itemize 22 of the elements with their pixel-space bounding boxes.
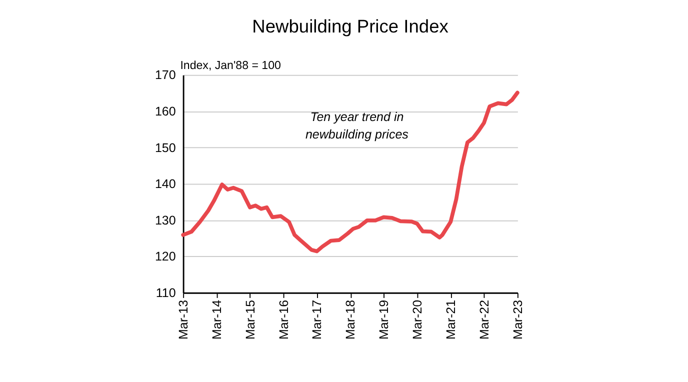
y-tick-label: 150 [154, 140, 176, 155]
x-tick-label: Mar-23 [510, 300, 525, 340]
x-tick-label: Mar-16 [276, 300, 291, 340]
x-tick-label: Mar-18 [344, 300, 358, 340]
y-tick-label: 160 [154, 104, 176, 119]
y-tick-label: 130 [154, 213, 176, 228]
x-tick-label: Mar-15 [243, 300, 258, 340]
annotation: Ten year trend in newbuilding prices [305, 110, 408, 142]
x-tick-label: Mar-14 [210, 300, 224, 340]
x-tick-label: Mar-21 [444, 300, 458, 340]
line-series [181, 90, 520, 254]
y-tick-label: 120 [154, 250, 176, 264]
x-tick-label: Mar-17 [310, 300, 324, 340]
y-tick-label: 110 [156, 286, 176, 300]
y-tick-label: 140 [154, 177, 176, 192]
y-tick-label: 170 [154, 68, 176, 82]
x-tick-label: Mar-20 [410, 300, 425, 340]
x-tick-label: Mar-13 [176, 300, 190, 340]
x-tick-label: Mar-22 [477, 300, 492, 340]
chart-title: Newbuilding Price Index [252, 16, 448, 36]
y-axis-title: Index, Jan'88 = 100 [180, 60, 281, 72]
x-tick-label: Mar-19 [377, 300, 392, 340]
